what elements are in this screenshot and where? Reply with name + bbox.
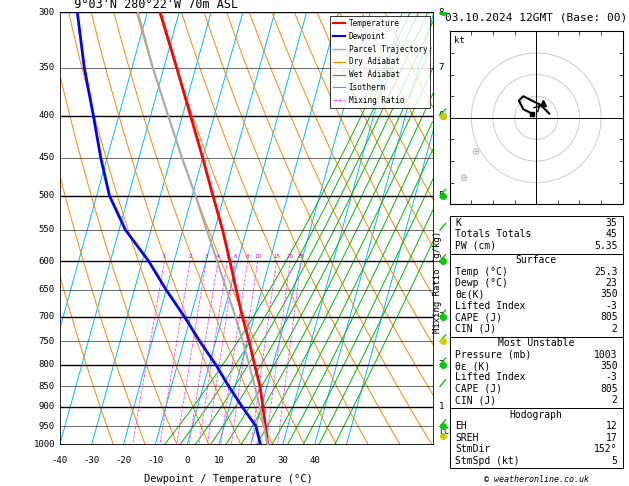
Text: 45: 45 xyxy=(606,229,618,239)
Text: 450: 450 xyxy=(39,153,55,162)
Text: 25.3: 25.3 xyxy=(594,267,618,277)
Text: 5: 5 xyxy=(611,455,618,466)
Text: 3: 3 xyxy=(439,312,444,321)
Text: 10: 10 xyxy=(254,254,261,259)
Text: CIN (J): CIN (J) xyxy=(455,395,496,405)
Text: 25: 25 xyxy=(298,254,304,259)
Text: 350: 350 xyxy=(600,290,618,299)
Text: Mixing Ratio (g/kg): Mixing Ratio (g/kg) xyxy=(433,231,442,333)
Text: 700: 700 xyxy=(39,312,55,321)
Text: 20: 20 xyxy=(287,254,294,259)
Text: 2: 2 xyxy=(189,254,192,259)
Text: SREH: SREH xyxy=(455,433,479,443)
Text: 1003: 1003 xyxy=(594,349,618,360)
Text: Lifted Index: Lifted Index xyxy=(455,301,525,311)
Text: 2: 2 xyxy=(611,395,618,405)
Text: 17: 17 xyxy=(606,433,618,443)
Legend: Temperature, Dewpoint, Parcel Trajectory, Dry Adiabat, Wet Adiabat, Isotherm, Mi: Temperature, Dewpoint, Parcel Trajectory… xyxy=(330,16,430,108)
Text: CAPE (J): CAPE (J) xyxy=(455,312,502,322)
Text: 6: 6 xyxy=(233,254,237,259)
Text: θε(K): θε(K) xyxy=(455,290,484,299)
Bar xyxy=(450,337,623,408)
Text: Totals Totals: Totals Totals xyxy=(455,229,532,239)
Text: Hodograph: Hodograph xyxy=(509,410,563,420)
Text: 4: 4 xyxy=(216,254,220,259)
Text: 03.10.2024 12GMT (Base: 00): 03.10.2024 12GMT (Base: 00) xyxy=(445,12,627,22)
Text: 800: 800 xyxy=(39,360,55,369)
Text: LCL: LCL xyxy=(439,427,454,435)
Text: ⊕: ⊕ xyxy=(472,147,480,157)
Text: Surface: Surface xyxy=(516,255,557,265)
Text: 500: 500 xyxy=(39,191,55,200)
Text: 900: 900 xyxy=(39,402,55,411)
Text: 1: 1 xyxy=(163,254,166,259)
Text: 8: 8 xyxy=(439,8,444,17)
Text: Pressure (mb): Pressure (mb) xyxy=(455,349,532,360)
Text: StmDir: StmDir xyxy=(455,444,490,454)
Text: 350: 350 xyxy=(600,361,618,371)
Text: 4: 4 xyxy=(439,257,444,266)
Text: 805: 805 xyxy=(600,312,618,322)
Text: 2: 2 xyxy=(439,360,444,369)
Text: kt: kt xyxy=(454,35,465,45)
Text: 950: 950 xyxy=(39,422,55,431)
Text: 350: 350 xyxy=(39,63,55,72)
Text: K: K xyxy=(455,218,461,228)
Text: θε (K): θε (K) xyxy=(455,361,490,371)
Text: © weatheronline.co.uk: © weatheronline.co.uk xyxy=(484,474,589,484)
Text: CIN (J): CIN (J) xyxy=(455,324,496,334)
Text: -40: -40 xyxy=(52,455,68,465)
Text: Lifted Index: Lifted Index xyxy=(455,372,525,382)
Bar xyxy=(450,216,623,254)
Text: 20: 20 xyxy=(245,455,256,465)
Text: 1000: 1000 xyxy=(33,440,55,449)
Text: 550: 550 xyxy=(39,226,55,234)
Text: 5: 5 xyxy=(439,191,444,200)
Text: 3: 3 xyxy=(204,254,208,259)
Text: PW (cm): PW (cm) xyxy=(455,241,496,251)
Text: 152°: 152° xyxy=(594,444,618,454)
Text: 8: 8 xyxy=(246,254,249,259)
Text: 400: 400 xyxy=(39,111,55,120)
Text: 9°03'N 280°22'W 70m ASL: 9°03'N 280°22'W 70m ASL xyxy=(60,0,238,11)
Text: 35: 35 xyxy=(606,218,618,228)
Text: EH: EH xyxy=(455,421,467,431)
Text: StmSpd (kt): StmSpd (kt) xyxy=(455,455,520,466)
Text: 2: 2 xyxy=(611,324,618,334)
Text: 12: 12 xyxy=(606,421,618,431)
Text: Most Unstable: Most Unstable xyxy=(498,338,574,348)
Text: Dewp (°C): Dewp (°C) xyxy=(455,278,508,288)
Text: 5.35: 5.35 xyxy=(594,241,618,251)
Text: -30: -30 xyxy=(84,455,99,465)
Text: 850: 850 xyxy=(39,382,55,391)
Text: 10: 10 xyxy=(214,455,225,465)
Bar xyxy=(450,408,623,469)
Text: 7: 7 xyxy=(439,63,444,72)
Text: Temp (°C): Temp (°C) xyxy=(455,267,508,277)
Text: -10: -10 xyxy=(147,455,164,465)
Text: ⊕: ⊕ xyxy=(459,174,467,183)
Text: 750: 750 xyxy=(39,337,55,346)
Text: 1: 1 xyxy=(439,402,444,411)
Text: 40: 40 xyxy=(309,455,320,465)
Text: 300: 300 xyxy=(39,8,55,17)
Text: 6: 6 xyxy=(439,111,444,120)
Text: 23: 23 xyxy=(606,278,618,288)
Text: 0: 0 xyxy=(184,455,190,465)
Text: -3: -3 xyxy=(606,372,618,382)
Text: 650: 650 xyxy=(39,285,55,295)
Bar xyxy=(450,254,623,337)
Text: 5: 5 xyxy=(225,254,229,259)
Text: 805: 805 xyxy=(600,384,618,394)
Text: Dewpoint / Temperature (°C): Dewpoint / Temperature (°C) xyxy=(144,473,313,484)
Text: 15: 15 xyxy=(273,254,280,259)
Text: -3: -3 xyxy=(606,301,618,311)
Text: -20: -20 xyxy=(115,455,131,465)
Text: CAPE (J): CAPE (J) xyxy=(455,384,502,394)
Text: 30: 30 xyxy=(277,455,288,465)
Text: 600: 600 xyxy=(39,257,55,266)
